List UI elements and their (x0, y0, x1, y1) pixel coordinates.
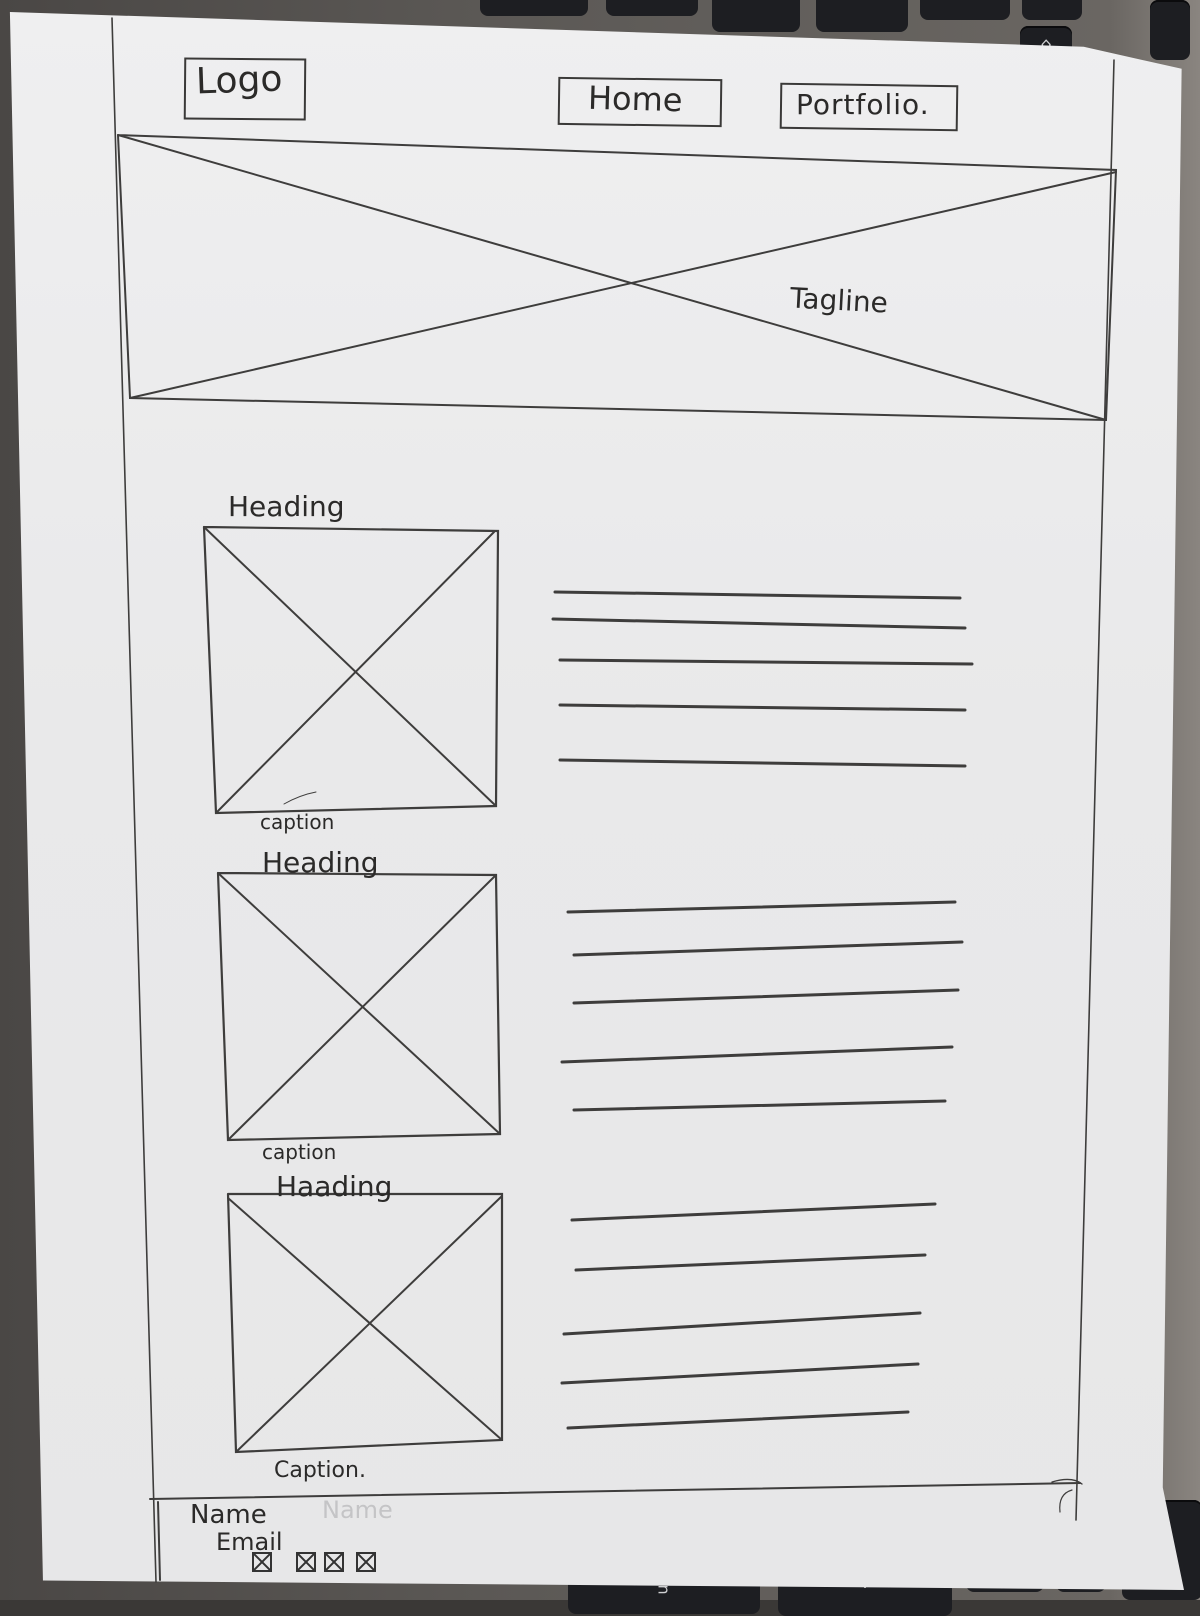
section-heading: Heading (228, 490, 345, 523)
footer-left-mark (157, 1501, 161, 1581)
placeholder-icon[interactable] (356, 1552, 376, 1572)
page-border-right (1075, 59, 1115, 1521)
placeholder-icon[interactable] (296, 1552, 316, 1572)
footer-email-label: Email (216, 1528, 283, 1556)
text-placeholder-line (553, 590, 962, 600)
text-placeholder-line (572, 988, 960, 1005)
placeholder-icon[interactable] (252, 1552, 272, 1572)
keyboard-key (1150, 0, 1190, 60)
nav-home-label: Home (587, 78, 683, 120)
keyboard-key (606, 0, 698, 16)
section-caption: caption (262, 1140, 337, 1164)
image-cross-line (217, 872, 501, 1135)
text-placeholder-line (551, 617, 967, 630)
text-placeholder-line (560, 1045, 954, 1064)
page-border-left (111, 17, 157, 1583)
text-placeholder-line (570, 1202, 937, 1222)
footer-divider (149, 1482, 1081, 1500)
footer-name-label: Name (190, 1500, 267, 1530)
image-cross-line (235, 1195, 503, 1453)
section-caption: Caption. (274, 1458, 366, 1483)
keyboard-key (480, 0, 588, 16)
keyboard-key (1022, 0, 1082, 20)
placeholder-icon[interactable] (324, 1552, 344, 1572)
text-placeholder-line (572, 1099, 947, 1112)
paper-corner-curl (1051, 1478, 1083, 1485)
text-placeholder-line (558, 703, 967, 712)
caption-underline-mark (283, 791, 317, 805)
text-placeholder-line (558, 758, 967, 768)
hero-cross-line (129, 171, 1117, 399)
nav-portfolio-label: Portfolio. (796, 88, 930, 121)
footer-name-label-faint: Name (322, 1496, 393, 1524)
text-placeholder-line (566, 1410, 910, 1430)
image-cross-line (203, 526, 497, 807)
text-placeholder-line (562, 1311, 922, 1336)
keyboard-key (712, 0, 800, 32)
text-placeholder-line (572, 940, 964, 957)
keyboard-key (816, 0, 908, 32)
text-placeholder-line (574, 1253, 927, 1272)
image-placeholder-3 (226, 1192, 504, 1454)
text-placeholder-line (566, 900, 957, 914)
section-heading: Haading (276, 1170, 393, 1203)
footer-social-icons (252, 1552, 392, 1576)
hero-cross-line (117, 134, 1107, 421)
keyboard-key (920, 0, 1010, 20)
paper-sheet (9, 12, 1184, 1590)
image-cross-line (227, 874, 497, 1141)
text-placeholder-line (558, 658, 974, 666)
paper-corner-curl (1059, 1489, 1073, 1513)
section-heading: Heading (262, 846, 379, 879)
hero-tagline: Tagline (789, 281, 889, 320)
image-cross-line (227, 1197, 503, 1441)
text-placeholder-line (560, 1362, 920, 1385)
logo-label: Logo (195, 58, 284, 103)
image-cross-line (215, 531, 495, 814)
section-caption: caption (260, 810, 335, 834)
